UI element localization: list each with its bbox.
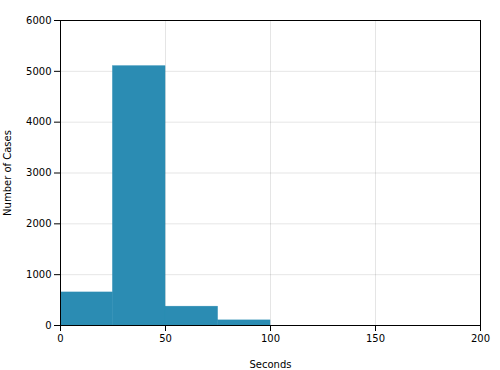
svg-text:6000: 6000 <box>26 15 51 26</box>
svg-text:Seconds: Seconds <box>249 359 291 370</box>
svg-text:150: 150 <box>366 333 385 344</box>
svg-text:50: 50 <box>159 333 172 344</box>
svg-text:200: 200 <box>471 333 490 344</box>
svg-text:1000: 1000 <box>26 269 51 280</box>
svg-text:2000: 2000 <box>26 218 51 229</box>
svg-text:0: 0 <box>45 320 51 331</box>
svg-text:5000: 5000 <box>26 66 51 77</box>
svg-text:Number of Cases: Number of Cases <box>2 130 13 216</box>
svg-text:4000: 4000 <box>26 116 51 127</box>
svg-text:3000: 3000 <box>26 167 51 178</box>
svg-text:0: 0 <box>57 333 63 344</box>
svg-text:100: 100 <box>261 333 280 344</box>
